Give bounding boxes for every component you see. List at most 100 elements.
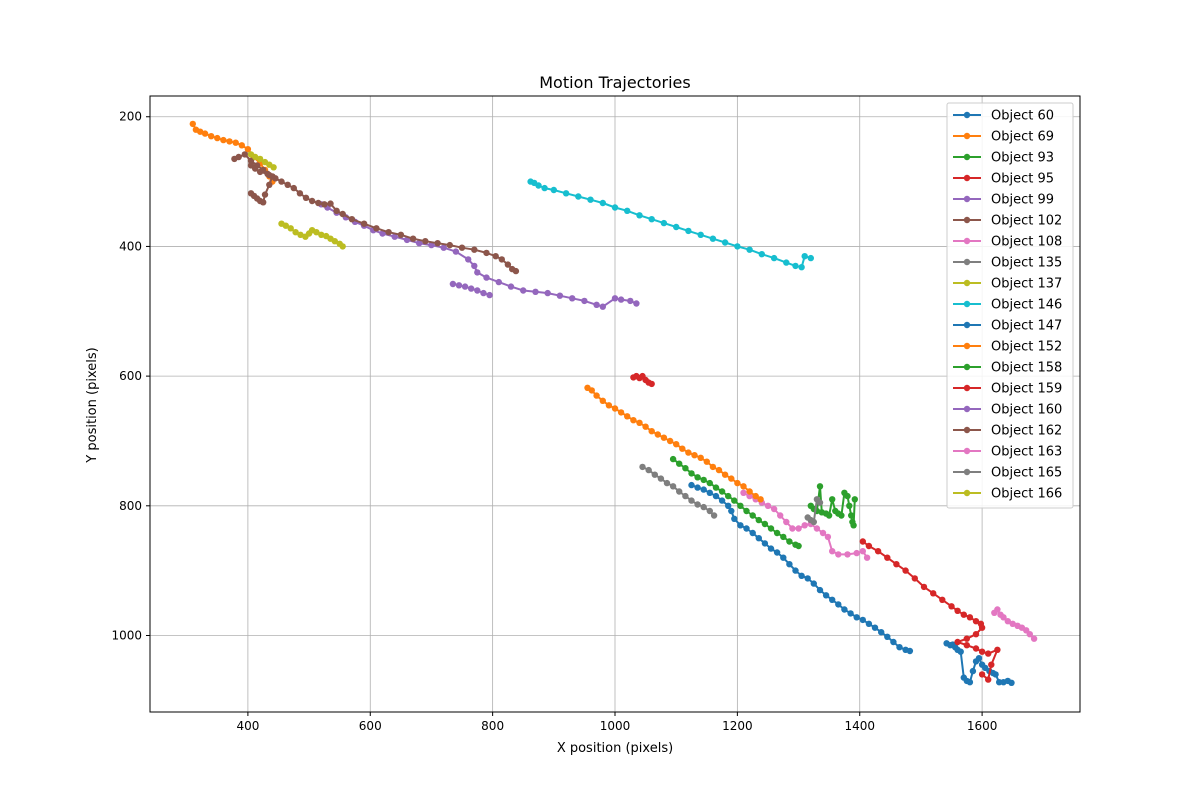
data-point: [789, 525, 796, 532]
legend-item: Object 159: [953, 382, 1062, 397]
data-point: [639, 463, 646, 471]
data-point: [688, 497, 695, 504]
legend-label: Object 95: [991, 172, 1054, 187]
data-point: [859, 538, 866, 545]
data-point: [455, 282, 463, 289]
series-object-137: [278, 220, 346, 250]
data-point: [611, 295, 619, 302]
legend: Object 60 Object 69 Object 93 Object 95 Obje…: [946, 102, 1074, 509]
data-point: [709, 463, 717, 471]
data-point: [422, 238, 429, 245]
data-point: [416, 240, 423, 247]
data-point: [474, 287, 481, 294]
data-point: [746, 488, 753, 495]
series-object-158: [669, 455, 802, 550]
data-point: [465, 256, 472, 263]
data-point: [599, 199, 606, 207]
data-point: [743, 507, 750, 515]
y-tick-label: 800: [119, 499, 142, 513]
data-point: [844, 492, 851, 500]
data-point: [985, 676, 992, 683]
x-tick-label: 1400: [844, 719, 875, 733]
data-point: [700, 503, 707, 511]
data-point: [859, 548, 866, 555]
legend-item: Object 137: [953, 277, 1062, 292]
legend-swatch-marker: [963, 321, 971, 329]
data-point: [731, 497, 738, 504]
series-line: [672, 458, 799, 547]
data-point: [409, 235, 417, 242]
data-point: [930, 590, 937, 597]
data-point: [706, 479, 713, 487]
data-point: [770, 254, 778, 262]
data-point: [838, 512, 845, 519]
data-point: [728, 507, 735, 515]
x-axis: 400 600 800 1000 1200 1400 1600: [236, 712, 997, 733]
data-point: [385, 229, 392, 236]
data-point: [308, 197, 316, 205]
legend-label: Object 159: [991, 382, 1062, 397]
data-point: [669, 455, 677, 463]
data-point: [512, 267, 520, 275]
data-point: [278, 178, 285, 185]
series-object-152: [584, 384, 764, 503]
data-point: [829, 596, 836, 603]
data-point: [773, 529, 781, 537]
data-point: [694, 484, 701, 491]
legend-item: Object 60: [953, 109, 1054, 124]
data-point: [712, 492, 720, 500]
data-point: [556, 292, 564, 299]
legend-label: Object 60: [991, 109, 1054, 124]
legend-item: Object 146: [953, 298, 1062, 313]
data-point: [746, 246, 753, 253]
data-point: [972, 645, 980, 652]
data-point: [847, 610, 854, 617]
data-point: [792, 262, 799, 270]
data-point: [694, 501, 701, 508]
legend-item: Object 102: [953, 214, 1062, 229]
data-point: [1008, 679, 1015, 686]
legend-swatch-marker: [963, 384, 971, 392]
data-point: [770, 505, 778, 513]
data-point: [978, 648, 986, 655]
data-point: [954, 638, 961, 646]
data-point: [241, 151, 248, 158]
data-point: [636, 419, 643, 426]
data-point: [874, 548, 882, 555]
data-point: [755, 535, 762, 542]
data-point: [749, 512, 756, 519]
data-point: [853, 614, 860, 621]
data-point: [550, 186, 557, 194]
legend-swatch-marker: [963, 153, 971, 161]
data-point: [434, 240, 441, 247]
legend-item: Object 160: [953, 403, 1062, 418]
data-point: [734, 243, 741, 250]
legend-swatch-marker: [963, 279, 971, 287]
data-point: [282, 222, 289, 229]
data-point: [287, 225, 294, 232]
data-point: [648, 428, 655, 435]
data-point: [688, 481, 695, 489]
data-point: [988, 661, 995, 668]
legend-swatch-marker: [963, 216, 971, 224]
data-point: [957, 648, 964, 655]
legend-item: Object 162: [953, 424, 1062, 439]
series-object-146: [527, 178, 814, 271]
data-point: [706, 507, 713, 515]
data-point: [758, 251, 765, 258]
data-point: [725, 492, 732, 500]
data-point: [264, 170, 271, 177]
data-point: [994, 646, 1001, 653]
data-point: [256, 168, 264, 176]
legend-label: Object 108: [991, 235, 1062, 250]
data-point: [725, 502, 732, 509]
series-object-160: [449, 280, 493, 299]
legend-label: Object 152: [991, 340, 1062, 355]
data-point: [700, 476, 707, 484]
data-point: [798, 572, 805, 579]
data-point: [871, 624, 879, 631]
legend-swatch-marker: [963, 363, 971, 371]
legend-item: Object 165: [953, 466, 1062, 481]
data-point: [954, 607, 961, 614]
x-tick-label: 1000: [600, 719, 631, 733]
